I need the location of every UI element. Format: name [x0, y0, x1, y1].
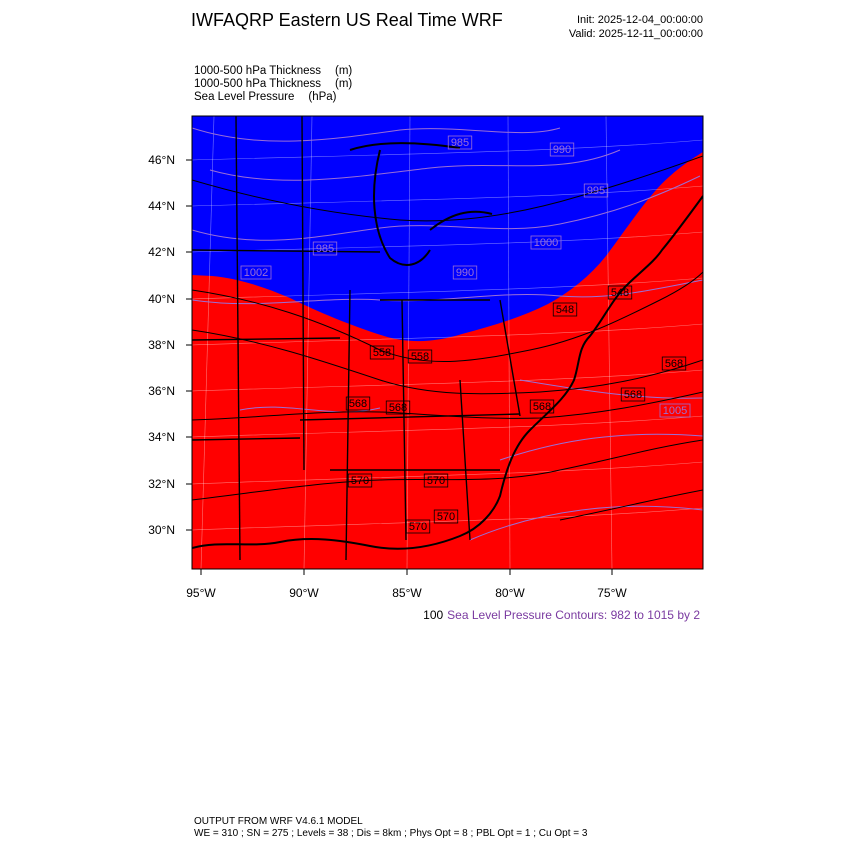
svg-text:568: 568	[665, 358, 683, 370]
lat-label: 40°N	[148, 292, 175, 306]
thickness-label: 548	[552, 302, 578, 317]
field-unit: (m)	[335, 78, 353, 90]
vector-scale-value: 100	[423, 608, 444, 622]
field-unit: (hPa)	[308, 91, 337, 103]
field-label-3: Sea Level Pressure (hPa)	[194, 91, 337, 103]
thickness-label: 568	[385, 400, 411, 415]
pressure-label: 985	[312, 241, 338, 256]
thickness-label: 568	[345, 396, 371, 411]
contour-legend: 100 Sea Level Pressure Contours: 982 to 1…	[423, 608, 700, 622]
thickness-label: 570	[405, 519, 431, 534]
init-time: Init: 2025-12-04_00:00:00	[577, 14, 703, 26]
lon-label: 75°W	[597, 586, 627, 600]
cold-air-fill	[192, 116, 703, 342]
thickness-label: 558	[369, 345, 395, 360]
thickness-label: 558	[407, 349, 433, 364]
pressure-label: 1002	[240, 265, 272, 280]
svg-text:548: 548	[556, 304, 574, 316]
thickness-label: 568	[529, 399, 555, 414]
lat-label: 30°N	[148, 523, 175, 537]
thickness-label: 570	[433, 509, 459, 524]
pressure-label: 990	[452, 265, 478, 280]
field-label-2: 1000-500 hPa Thickness (m)	[194, 78, 352, 90]
svg-text:568: 568	[349, 398, 367, 410]
state-borders	[192, 116, 521, 561]
map-frame	[191, 115, 704, 570]
field-name: 1000-500 hPa Thickness	[194, 65, 322, 77]
thickness-contours	[192, 155, 703, 521]
field-name: Sea Level Pressure	[194, 91, 295, 103]
graticule	[192, 116, 703, 569]
svg-text:568: 568	[533, 401, 551, 413]
svg-text:570: 570	[437, 511, 455, 523]
pressure-label: 1000	[530, 235, 562, 250]
svg-text:985: 985	[316, 243, 334, 255]
svg-text:995: 995	[587, 185, 605, 197]
svg-text:990: 990	[553, 144, 571, 156]
field-label-1: 1000-500 hPa Thickness (m)	[194, 65, 352, 77]
model-config: WE = 310 ; SN = 275 ; Levels = 38 ; Dis …	[194, 828, 588, 839]
pressure-contours	[192, 127, 703, 541]
svg-text:570: 570	[427, 475, 445, 487]
lon-label: 80°W	[495, 586, 525, 600]
svg-text:1005: 1005	[663, 405, 687, 417]
thickness-label: 570	[347, 473, 373, 488]
page-title: IWFAQRP Eastern US Real Time WRF	[191, 10, 503, 30]
lon-label: 90°W	[289, 586, 319, 600]
thickness-label: 570	[423, 473, 449, 488]
contour-labels: 568 568 568 568 568 570 570 570 570 548 548 558 558 9…	[240, 135, 691, 534]
field-unit: (m)	[335, 65, 353, 77]
svg-text:990: 990	[456, 267, 474, 279]
lat-label: 34°N	[148, 430, 175, 444]
svg-text:558: 558	[373, 347, 391, 359]
field-name: 1000-500 hPa Thickness	[194, 78, 322, 90]
svg-text:985: 985	[451, 137, 469, 149]
svg-text:1002: 1002	[244, 267, 268, 279]
lon-label: 95°W	[186, 586, 216, 600]
lat-label: 46°N	[148, 153, 175, 167]
pressure-label: 995	[583, 183, 609, 198]
svg-text:1000: 1000	[534, 237, 558, 249]
thickness-label: 568	[620, 387, 646, 402]
pressure-label: 985	[447, 135, 473, 150]
pressure-label: 990	[549, 142, 575, 157]
thickness-label: 568	[661, 356, 687, 371]
latitude-axis: 46°N 44°N 42°N 40°N 38°N 36°N 34°N 32°N 30°N	[148, 153, 192, 537]
pressure-label: 1005	[659, 403, 691, 418]
svg-text:558: 558	[411, 351, 429, 363]
lat-label: 36°N	[148, 384, 175, 398]
svg-text:570: 570	[351, 475, 369, 487]
thickness-label: 548	[607, 285, 633, 300]
lat-label: 42°N	[148, 245, 175, 259]
map-plot-area	[192, 116, 703, 569]
longitude-axis: 95°W 90°W 85°W 80°W 75°W	[186, 569, 627, 600]
lat-label: 32°N	[148, 477, 175, 491]
svg-text:568: 568	[389, 402, 407, 414]
valid-time: Valid: 2025-12-11_00:00:00	[568, 28, 703, 40]
svg-text:570: 570	[409, 521, 427, 533]
svg-text:548: 548	[611, 287, 629, 299]
model-footer: OUTPUT FROM WRF V4.6.1 MODEL	[194, 816, 363, 827]
lat-label: 38°N	[148, 338, 175, 352]
lat-label: 44°N	[148, 199, 175, 213]
lon-label: 85°W	[392, 586, 422, 600]
coastline	[192, 142, 703, 550]
contour-legend-text: Sea Level Pressure Contours: 982 to 1015…	[447, 608, 700, 622]
svg-text:568: 568	[624, 389, 642, 401]
